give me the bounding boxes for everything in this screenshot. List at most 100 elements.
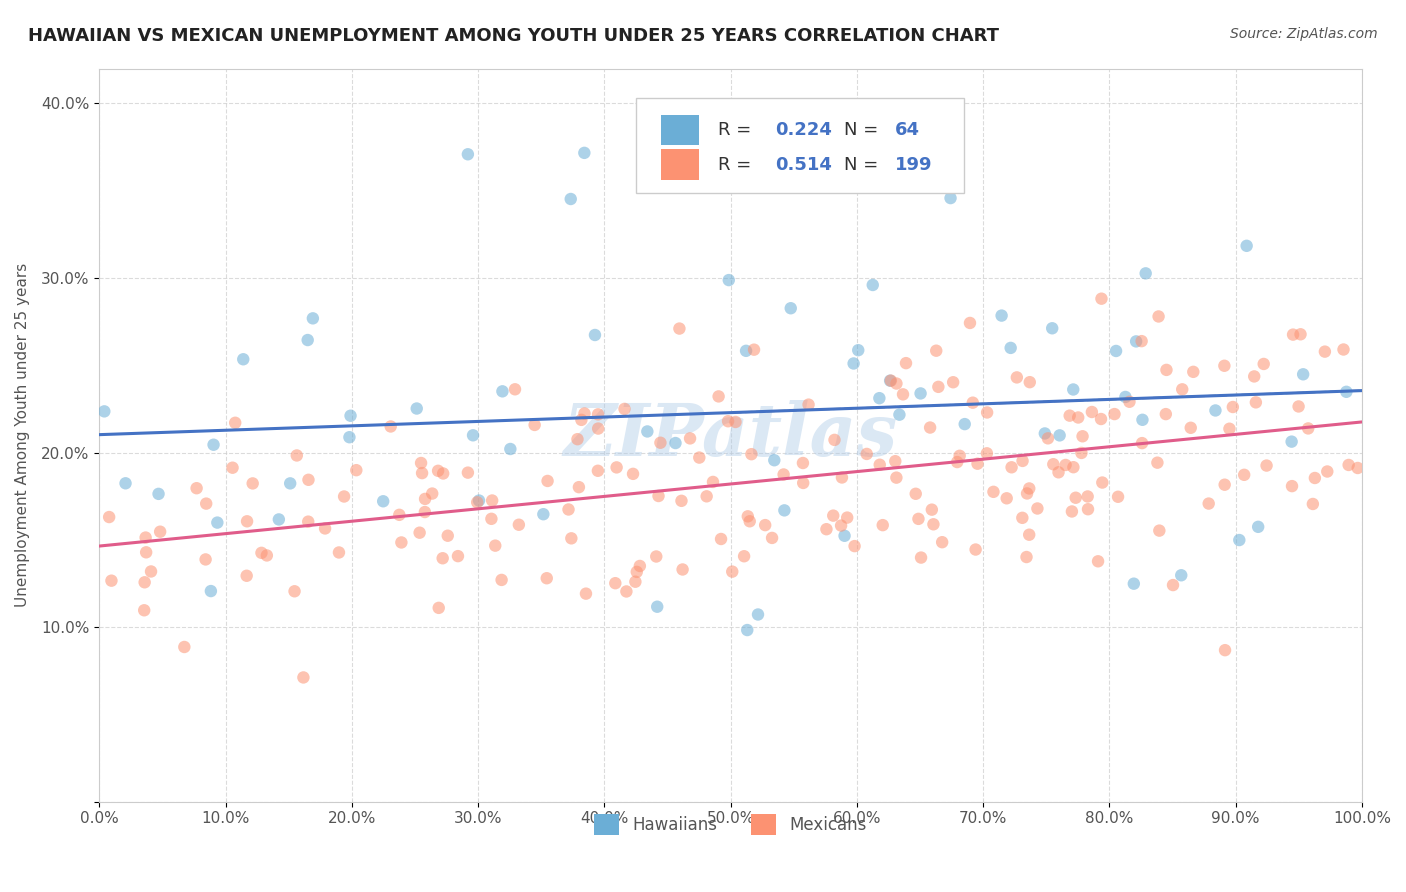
Point — [990, 309, 1012, 323]
Point — [1026, 501, 1049, 516]
Point — [427, 600, 450, 615]
Point — [1171, 382, 1194, 396]
FancyBboxPatch shape — [661, 115, 699, 145]
Point — [1015, 549, 1038, 564]
Point — [1281, 479, 1303, 493]
Point — [413, 505, 436, 519]
Point — [98, 510, 121, 524]
Point — [224, 416, 246, 430]
Point — [1059, 409, 1081, 423]
Point — [560, 192, 582, 206]
Point — [1135, 266, 1157, 280]
Point — [583, 328, 606, 343]
Point — [862, 277, 884, 292]
Point — [606, 460, 628, 475]
Point — [1213, 359, 1236, 373]
Point — [461, 428, 484, 442]
Point — [1114, 390, 1136, 404]
Point — [671, 562, 693, 576]
Point — [1040, 321, 1063, 335]
Point — [922, 517, 945, 532]
Point — [797, 398, 820, 412]
Point — [1130, 436, 1153, 450]
Point — [880, 374, 903, 388]
Point — [420, 486, 443, 500]
Point — [468, 493, 491, 508]
Point — [413, 491, 436, 506]
Point — [1062, 460, 1084, 475]
Point — [844, 539, 866, 553]
Point — [200, 584, 222, 599]
Point — [664, 436, 686, 450]
Point — [373, 494, 395, 508]
Point — [869, 458, 891, 472]
Point — [1125, 334, 1147, 349]
Point — [815, 522, 838, 536]
Point — [297, 333, 319, 347]
Point — [668, 321, 690, 335]
Point — [328, 545, 350, 559]
Point — [1104, 407, 1126, 421]
Point — [671, 493, 693, 508]
Point — [481, 512, 503, 526]
Point — [696, 489, 718, 503]
Point — [1313, 344, 1336, 359]
Point — [891, 387, 914, 401]
Point — [292, 670, 315, 684]
Point — [508, 517, 530, 532]
Point — [837, 510, 859, 524]
Point — [491, 384, 513, 399]
Point — [1005, 370, 1028, 384]
Point — [380, 419, 402, 434]
Point — [523, 417, 546, 432]
Point — [134, 603, 156, 617]
Point — [531, 507, 554, 521]
Text: 0.224: 0.224 — [775, 121, 832, 139]
Point — [1105, 343, 1128, 358]
Point — [886, 376, 908, 391]
Point — [1122, 576, 1144, 591]
Text: N =: N = — [845, 155, 884, 174]
Point — [724, 415, 747, 429]
Point — [457, 147, 479, 161]
Point — [894, 356, 917, 370]
Point — [1204, 403, 1226, 417]
Point — [173, 640, 195, 654]
Point — [889, 408, 911, 422]
Point — [855, 447, 877, 461]
Point — [1018, 375, 1040, 389]
Point — [411, 466, 433, 480]
Point — [834, 529, 856, 543]
Text: 64: 64 — [894, 121, 920, 139]
Point — [733, 549, 755, 564]
Point — [754, 518, 776, 533]
Point — [1253, 357, 1275, 371]
Point — [427, 464, 450, 478]
Point — [135, 545, 157, 559]
Point — [221, 460, 243, 475]
Point — [242, 476, 264, 491]
Point — [1198, 497, 1220, 511]
Point — [1077, 490, 1099, 504]
Point — [976, 446, 998, 460]
Point — [621, 467, 644, 481]
Point — [195, 497, 218, 511]
Point — [872, 518, 894, 533]
Point — [333, 490, 356, 504]
Point — [1064, 491, 1087, 505]
Point — [616, 584, 638, 599]
Point — [624, 574, 647, 589]
Point — [879, 374, 901, 388]
Point — [267, 512, 290, 526]
Point — [717, 414, 740, 428]
Point — [830, 518, 852, 533]
Point — [1156, 363, 1178, 377]
Point — [702, 475, 724, 489]
Point — [285, 449, 308, 463]
Point — [1036, 431, 1059, 445]
Point — [194, 552, 217, 566]
Point — [297, 515, 319, 529]
Point — [1303, 471, 1326, 485]
Point — [953, 417, 976, 431]
Point — [1049, 428, 1071, 442]
